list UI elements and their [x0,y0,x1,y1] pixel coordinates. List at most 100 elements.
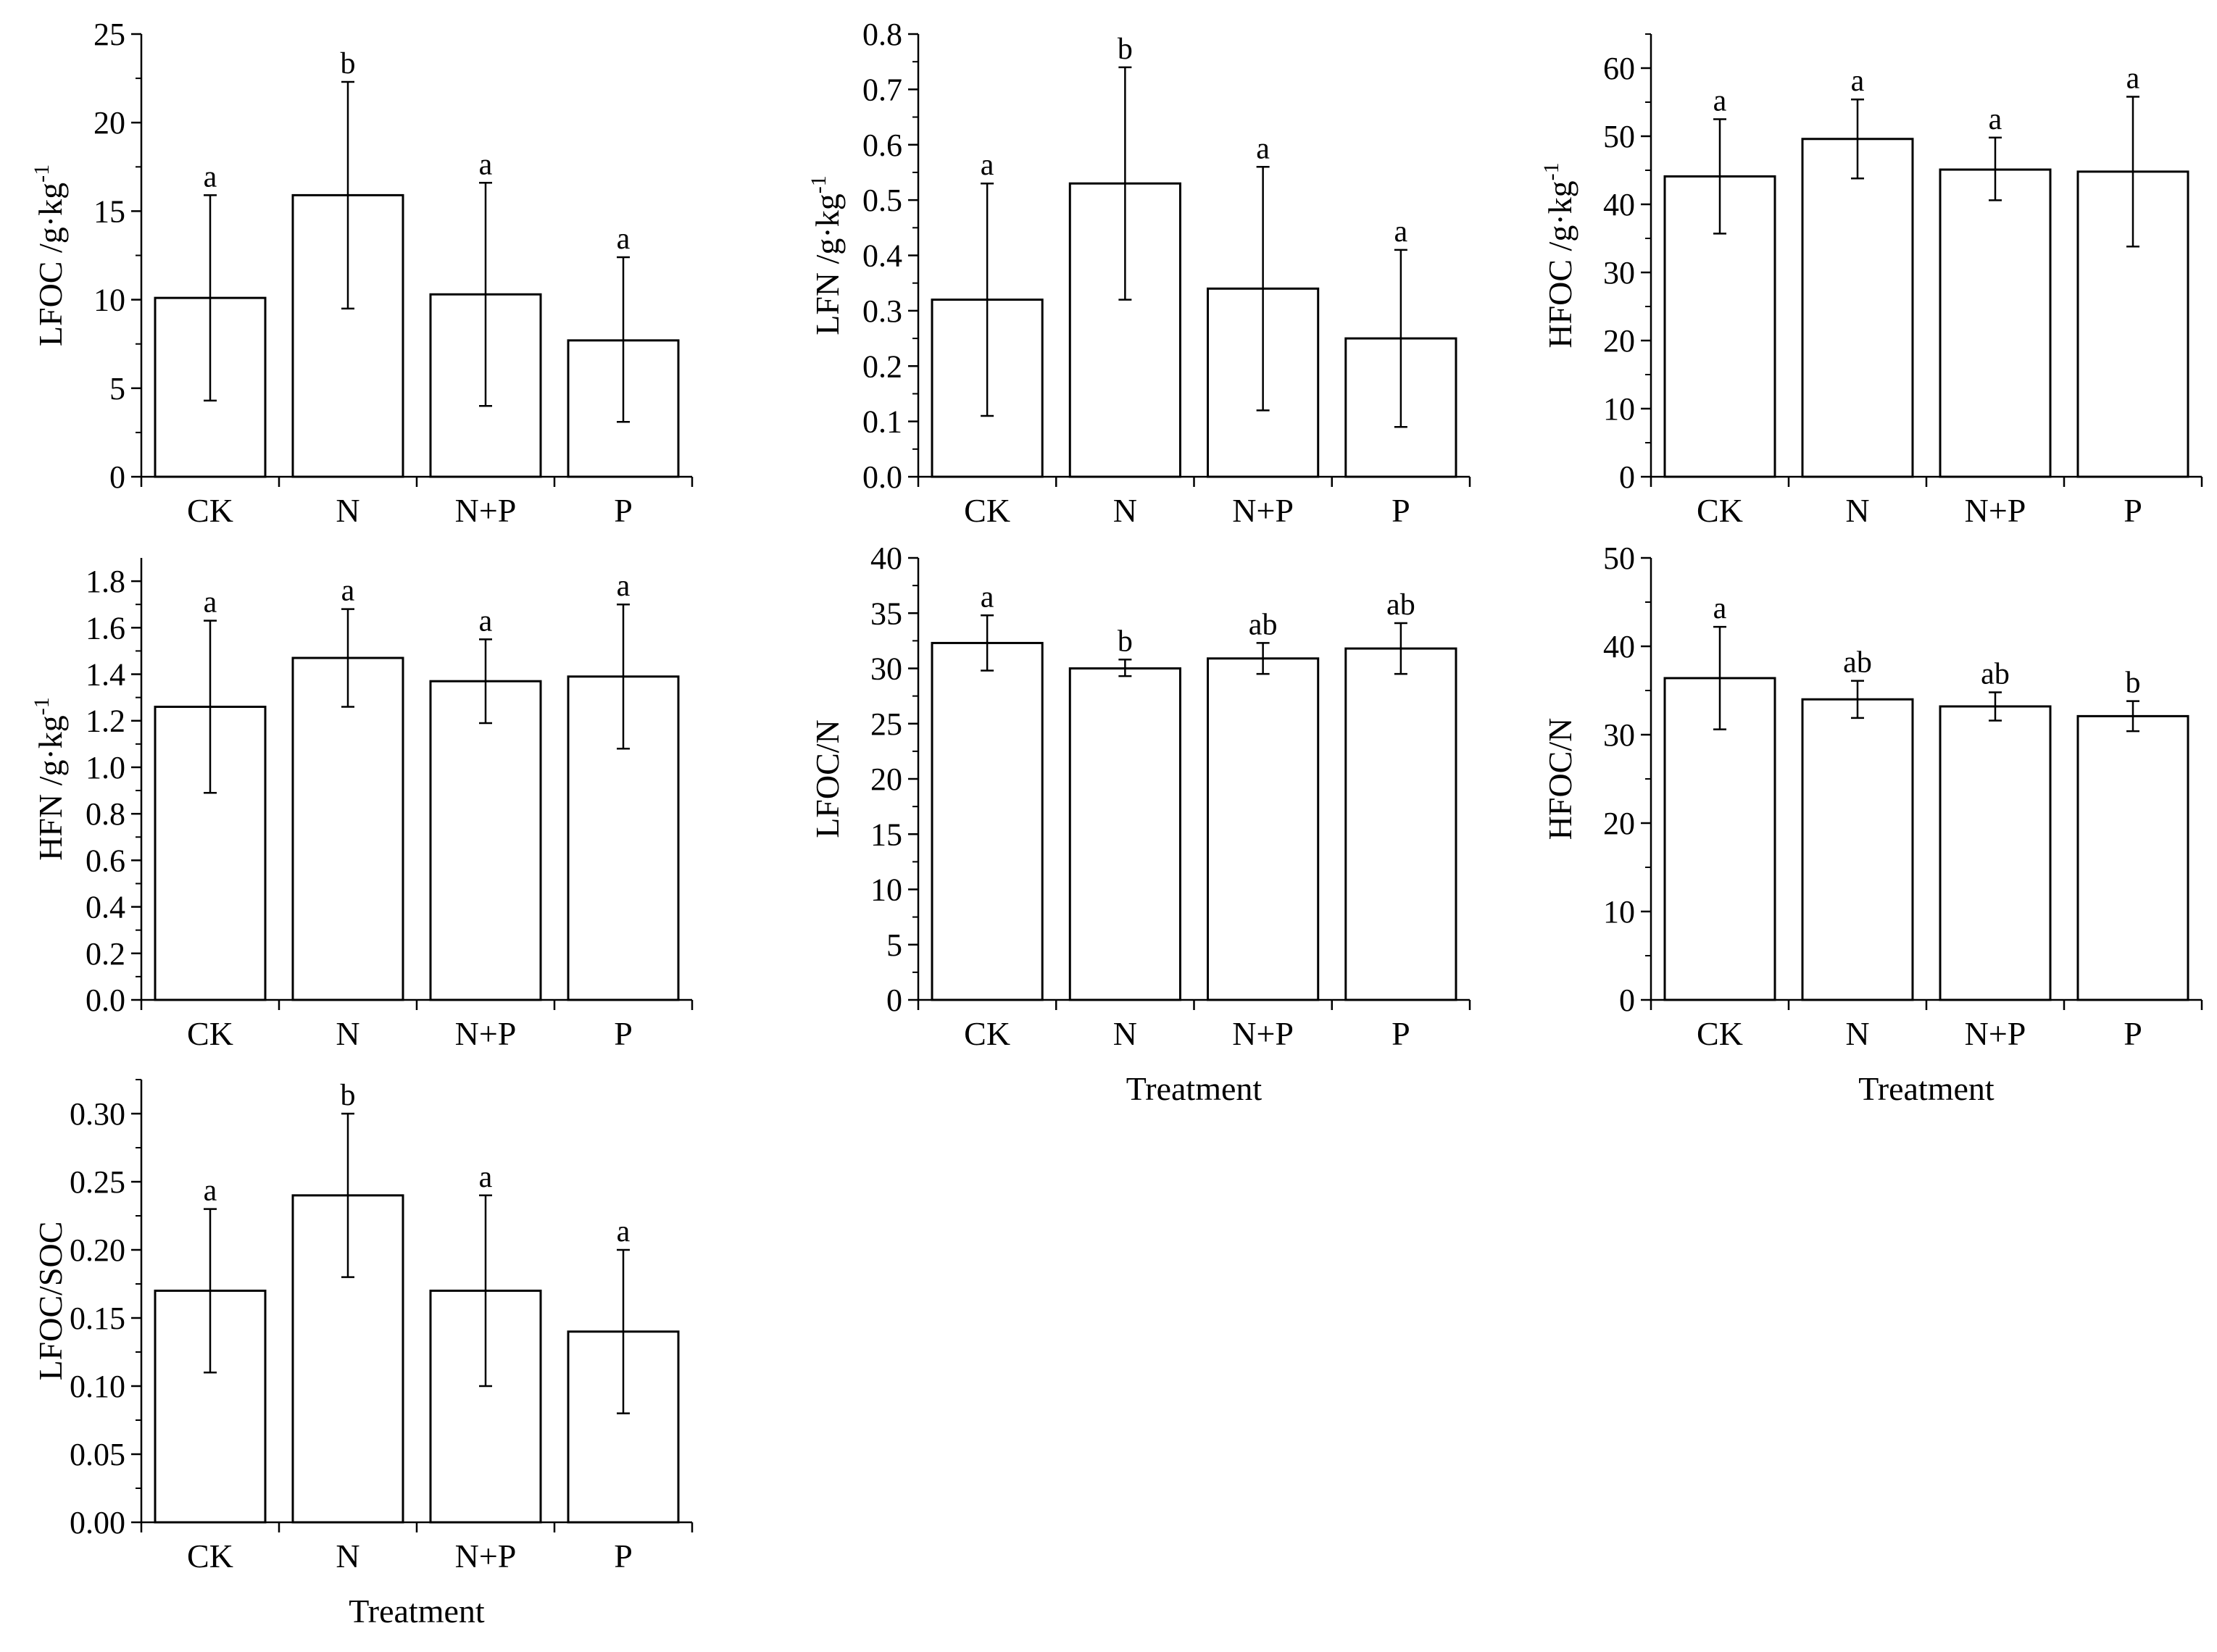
x-category-label: N+P [1965,1015,2026,1052]
significance-label: a [617,1215,631,1248]
x-category-label: CK [964,492,1010,529]
y-axis-title-text: HFN /g·kg [32,715,69,861]
y-tick-label: 0.0 [862,459,902,495]
x-axis-title: Treatment [1126,1070,1263,1107]
y-tick-label: 25 [93,17,125,52]
chart-panel-4: 0.0 0.2 0.4 0.6 0.8 1.0 1.2 1.4 1.6 1.8 a CK a Na N+P a… [30,558,694,1052]
significance-label: b [1118,33,1133,66]
x-category-label: P [1392,492,1410,529]
y-tick-label: 15 [870,817,902,852]
y-tick-label: 0.2 [862,349,902,384]
bar-npp [1207,657,1320,1001]
bar-p [1344,647,1457,1001]
y-tick-label: 35 [870,596,902,631]
x-category-label: CK [187,492,233,529]
y-axis-title-superscript: -1 [30,697,54,715]
y-tick-label: 0.4 [86,890,125,925]
significance-label: a [204,1175,217,1208]
y-tick-label: 0.8 [86,796,125,832]
significance-label: a [2126,62,2140,95]
bar-p [567,675,680,1001]
bar-n [291,656,404,1001]
significance-label: a [341,575,355,608]
y-tick-label: 10 [1603,894,1635,930]
significance-label: b [341,47,356,80]
y-tick-label: 0.3 [862,293,902,329]
y-tick-label: 0.30 [70,1096,125,1132]
y-axis-title-text: HFOC/N [1542,718,1578,840]
y-tick-label: 0.10 [70,1369,125,1404]
x-category-label: N+P [1965,492,2026,529]
x-category-label: P [614,492,633,529]
chart-panel-1: 0 5 10 15 20 25 a CK b Na N+P a P LFOC /g·kg-1 [30,17,694,529]
y-axis-title-superscript: -1 [1539,162,1563,180]
y-tick-label: 20 [93,105,125,141]
significance-label: a [204,160,217,193]
significance-label: a [617,222,631,256]
chart-panel-5: 0 5 10 15 20 25 30 35 40 a CK b Nab N+P ab P LFOC/N Treat… [809,541,1471,1107]
x-category-label: N+P [1232,492,1294,529]
y-tick-label: 40 [1603,187,1635,222]
y-tick-label: 5 [886,927,902,963]
significance-label: a [1394,215,1408,249]
bar-ck [931,641,1044,1001]
x-category-label: N+P [455,1538,517,1574]
y-tick-label: 0.20 [70,1232,125,1268]
y-tick-label: 60 [1603,51,1635,86]
y-tick-label: 20 [1603,806,1635,841]
y-axis-title: LFOC/N [809,719,846,838]
y-tick-label: 30 [1603,717,1635,753]
y-axis-title: LFOC /g·kg-1 [30,164,69,346]
y-tick-label: 0.8 [862,17,902,52]
y-tick-label: 10 [1603,391,1635,427]
significance-label: a [981,149,994,182]
y-tick-label: 0.25 [70,1164,125,1200]
y-tick-label: 1.6 [86,610,125,646]
x-category-label: N [336,1015,359,1052]
y-tick-label: 40 [870,541,902,576]
y-tick-label: 1.8 [86,564,125,599]
y-tick-label: 0.5 [862,183,902,218]
significance-label: a [1713,85,1727,118]
y-tick-label: 5 [109,371,125,406]
y-axis-title: HFN /g·kg-1 [30,697,69,861]
x-category-label: N [1845,492,1869,529]
x-category-label: P [1392,1015,1410,1052]
y-tick-label: 0.00 [70,1505,125,1540]
y-tick-label: 0 [1619,983,1635,1018]
significance-label: b [341,1079,356,1112]
y-tick-label: 0.2 [86,936,125,972]
significance-label: b [1118,625,1133,658]
x-category-label: P [2124,492,2142,529]
chart-panel-2: 0.0 0.1 0.2 0.3 0.4 0.5 0.6 0.7 0.8 a CK b Na N+P a P LF… [807,17,1471,529]
significance-label: a [981,580,994,614]
significance-label: ab [1843,646,1872,680]
y-tick-label: 40 [1603,629,1635,664]
y-tick-label: 1.2 [86,704,125,739]
y-tick-label: 0 [1619,459,1635,495]
significance-label: a [1989,103,2002,136]
y-axis-title-text: LFOC/N [809,719,846,838]
x-category-label: N [1113,1015,1137,1052]
x-category-label: N+P [455,492,517,529]
y-tick-label: 50 [1603,119,1635,154]
y-tick-label: 1.4 [86,657,125,693]
y-tick-label: 0.05 [70,1437,125,1472]
significance-label: ab [1981,657,2010,691]
significance-label: ab [1386,588,1415,622]
y-tick-label: 20 [1603,323,1635,359]
y-tick-label: 30 [870,651,902,687]
bar-p [2076,714,2189,1001]
x-category-label: N [1113,492,1137,529]
y-tick-label: 20 [870,762,902,797]
y-tick-label: 0.1 [862,404,902,440]
chart-panel-7: 0.00 0.05 0.10 0.15 0.20 0.25 0.30 a CK b Na N+P a P L… [32,1079,694,1630]
bar-npp [429,680,542,1001]
y-axis-title: LFOC/SOC [32,1222,69,1381]
y-tick-label: 0.7 [862,72,902,107]
x-category-label: P [2124,1015,2142,1052]
y-axis-title-superscript: -1 [807,175,831,193]
y-axis-title-text: LFN /g·kg [809,193,846,335]
y-tick-label: 0.6 [86,843,125,878]
